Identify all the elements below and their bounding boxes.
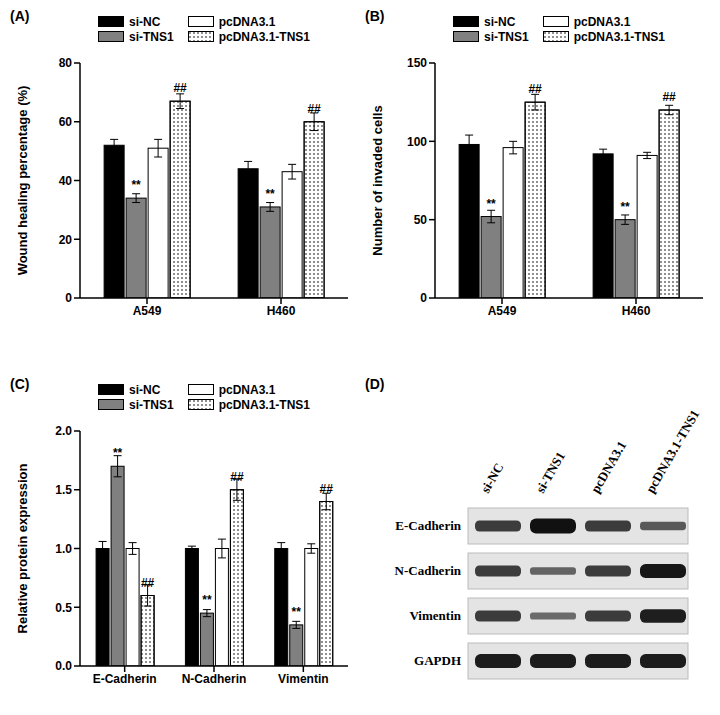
html-text:si-TNS1: si-TNS1: [484, 29, 529, 44]
svg-text:**: **: [486, 197, 496, 211]
svg-text:##: ##: [320, 482, 334, 496]
svg-text:**: **: [292, 605, 302, 619]
html-text:pcDNA3.1-TNS1: pcDNA3.1-TNS1: [218, 397, 310, 412]
html-text:pcDNA3.1-TNS1: pcDNA3.1-TNS1: [218, 29, 310, 44]
svg-text:Wound healing percentage (%): Wound healing percentage (%): [15, 86, 30, 276]
html-text:si-NC: si-NC: [129, 382, 161, 397]
svg-text:pcDNA3.1: pcDNA3.1: [588, 438, 630, 495]
svg-text:1.5: 1.5: [55, 483, 72, 497]
svg-text:##: ##: [307, 102, 321, 116]
svg-text:H460: H460: [622, 304, 651, 318]
svg-text:##: ##: [173, 81, 187, 95]
svg-text:0.0: 0.0: [55, 659, 72, 673]
html-text:(C): (C): [10, 376, 30, 392]
svg-text:Vimentin: Vimentin: [409, 608, 461, 623]
svg-text:60: 60: [59, 115, 73, 129]
svg-text:A549: A549: [133, 304, 162, 318]
html-text:(A): (A): [10, 8, 30, 24]
svg-text:0.5: 0.5: [55, 601, 72, 615]
svg-text:E-Cadherin: E-Cadherin: [395, 518, 462, 533]
svg-text:0: 0: [65, 291, 72, 305]
html-text:pcDNA3.1: pcDNA3.1: [218, 382, 276, 397]
svg-text:A549: A549: [488, 304, 517, 318]
svg-text:0: 0: [420, 291, 427, 305]
svg-text:**: **: [131, 178, 141, 192]
html-text:si-TNS1: si-TNS1: [129, 29, 174, 44]
svg-text:N-Cadherin: N-Cadherin: [395, 563, 462, 578]
html-text:pcDNA3.1-TNS1: pcDNA3.1-TNS1: [573, 29, 665, 44]
html-text:si-NC: si-NC: [129, 14, 161, 29]
svg-text:##: ##: [230, 470, 244, 484]
svg-text:2.0: 2.0: [55, 424, 72, 438]
svg-text:si-NC: si-NC: [478, 460, 507, 495]
html-text:(D): (D): [365, 376, 385, 392]
html-text:pcDNA3.1: pcDNA3.1: [573, 14, 631, 29]
svg-text:**: **: [265, 187, 275, 201]
svg-text:100: 100: [407, 135, 427, 149]
svg-text:si-TNS1: si-TNS1: [533, 449, 568, 495]
svg-text:pcDNA3.1-TNS1: pcDNA3.1-TNS1: [643, 407, 703, 496]
svg-text:**: **: [202, 593, 212, 607]
html-text:si-TNS1: si-TNS1: [129, 397, 174, 412]
svg-text:H460: H460: [267, 304, 296, 318]
html-text:si-NC: si-NC: [484, 14, 516, 29]
svg-text:40: 40: [59, 174, 73, 188]
svg-text:##: ##: [528, 82, 542, 96]
svg-text:N-Cadherin: N-Cadherin: [182, 672, 247, 686]
svg-text:E-Cadherin: E-Cadherin: [93, 672, 157, 686]
svg-text:GAPDH: GAPDH: [414, 653, 461, 668]
svg-text:80: 80: [59, 56, 73, 70]
svg-text:150: 150: [407, 56, 427, 70]
svg-text:##: ##: [662, 90, 676, 104]
svg-text:Number of invaded cells: Number of invaded cells: [370, 105, 385, 255]
svg-text:Vimentin: Vimentin: [278, 672, 328, 686]
svg-text:##: ##: [141, 576, 155, 590]
svg-text:20: 20: [59, 233, 73, 247]
html-text:pcDNA3.1: pcDNA3.1: [218, 14, 276, 29]
svg-text:Relative protein expression: Relative protein expression: [15, 464, 30, 634]
svg-text:**: **: [620, 200, 630, 214]
html-text:(B): (B): [365, 8, 385, 24]
svg-text:**: **: [113, 446, 123, 460]
svg-text:50: 50: [414, 213, 428, 227]
svg-text:1.0: 1.0: [55, 542, 72, 556]
